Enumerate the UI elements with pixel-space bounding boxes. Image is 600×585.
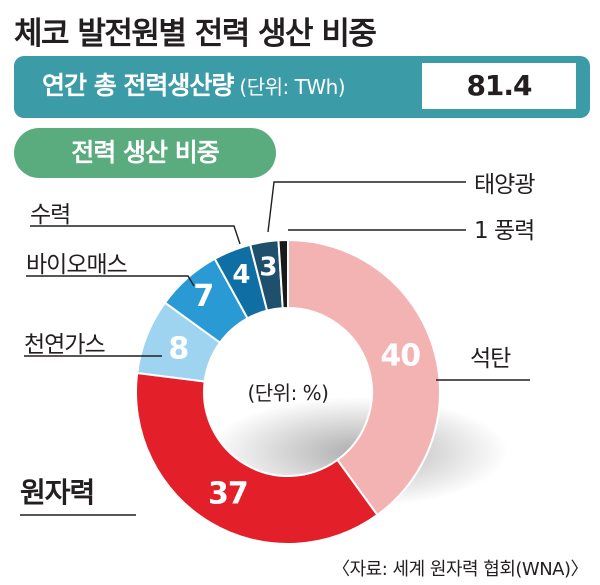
total-label-text: 연간 총 전력생산량 (42, 71, 234, 100)
total-unit: (단위: TWh) (239, 75, 346, 99)
value-label-석탄: 40 (380, 339, 420, 374)
chart-subtitle: 전력 생산 비중 (14, 128, 276, 178)
value-label-원자력: 37 (208, 477, 248, 512)
leader-line-바이오매스 (26, 275, 195, 287)
category-label-천연가스: 천연가스 (24, 332, 105, 358)
slice-석탄 (287, 238, 441, 517)
category-label-바이오매스: 바이오매스 (26, 252, 127, 278)
category-label-풍력: 1 풍력 (474, 218, 534, 244)
value-label-태양광: 3 (259, 253, 276, 283)
leader-line-태양광 (267, 181, 466, 233)
slice-풍력 (277, 238, 289, 310)
source-note: 〈자료: 세계 원자력 협회(WNA)〉 (332, 559, 588, 580)
total-production-bar: 연간 총 전력생산량 (단위: TWh) 81.4 (14, 56, 590, 118)
total-production-value: 81.4 (422, 63, 576, 109)
value-label-천연가스: 8 (168, 332, 188, 367)
value-label-수력: 4 (232, 260, 249, 290)
category-label-원자력: 원자력 (20, 476, 94, 509)
category-label-수력: 수력 (30, 202, 70, 228)
leader-line-수력 (30, 225, 241, 245)
page-title: 체코 발전원별 전력 생산 비중 (14, 16, 377, 52)
category-label-태양광: 태양광 (474, 172, 535, 198)
category-label-석탄: 석탄 (470, 346, 511, 372)
center-unit-label: (단위: %) (247, 381, 328, 405)
value-label-바이오매스: 7 (193, 279, 213, 314)
total-production-label: 연간 총 전력생산량 (단위: TWh) (42, 64, 346, 109)
slice-원자력 (135, 371, 379, 545)
